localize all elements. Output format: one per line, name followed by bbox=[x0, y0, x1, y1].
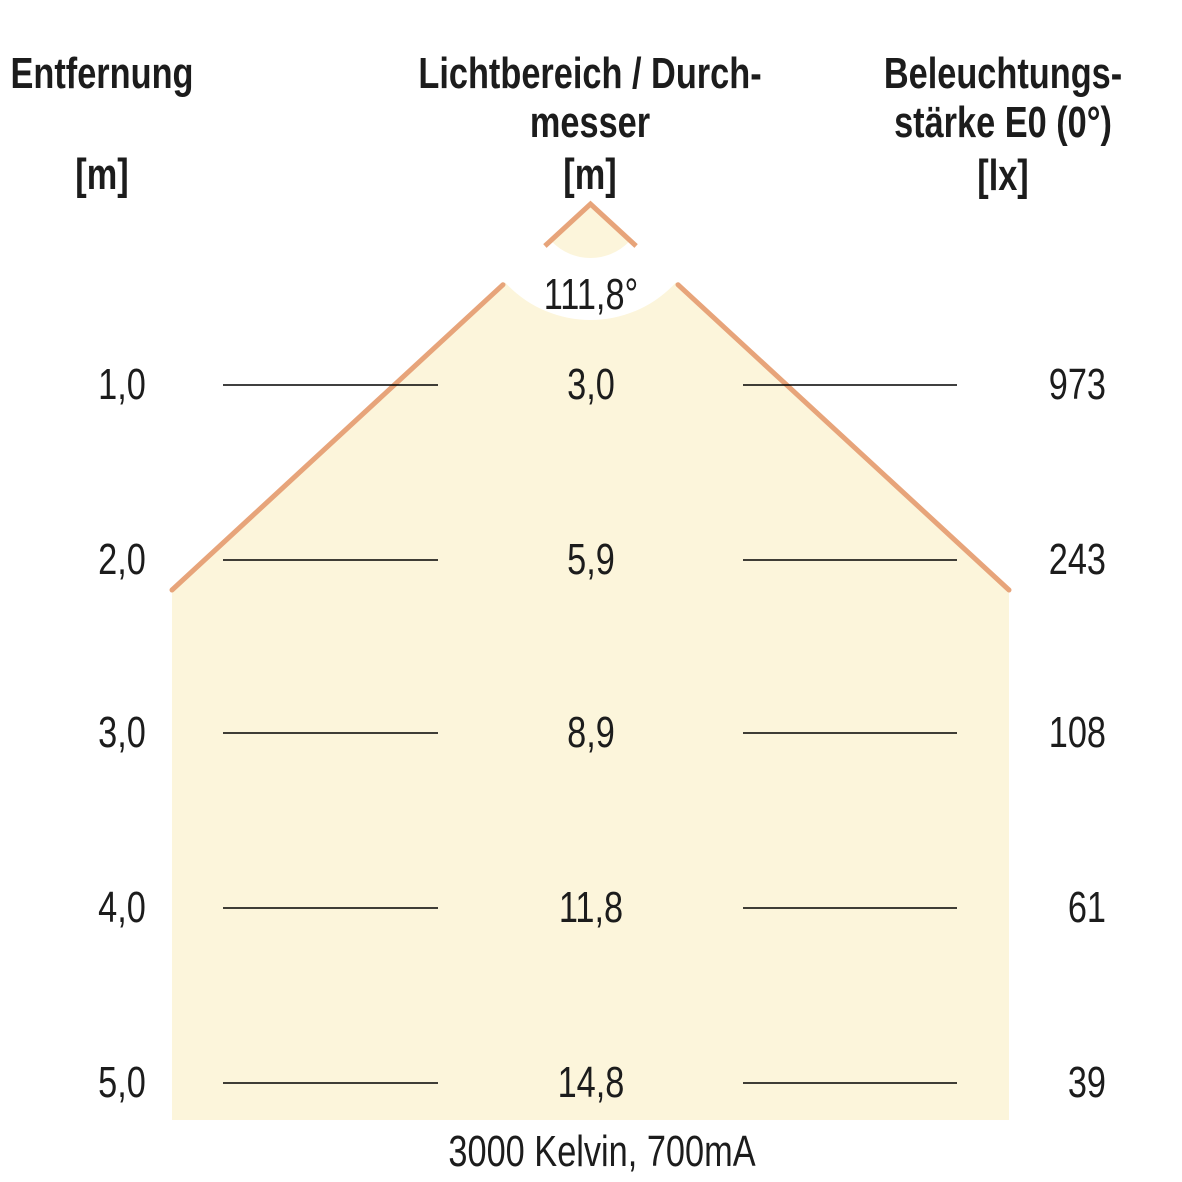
distance-value: 4,0 bbox=[98, 883, 146, 932]
apex-wedge-stroke bbox=[543, 200, 638, 248]
distance-value: 1,0 bbox=[98, 360, 146, 409]
distance-value: 3,0 bbox=[98, 708, 146, 757]
column-unit-diameter: [m] bbox=[563, 150, 617, 199]
diameter-value: 3,0 bbox=[567, 360, 615, 409]
column-header-distance: Entfernung bbox=[10, 49, 194, 98]
column-header-diameter-line2: messer bbox=[529, 98, 651, 147]
column-header-illuminance-line1: Beleuchtungs- bbox=[883, 49, 1123, 98]
illuminance-value: 243 bbox=[1048, 535, 1106, 584]
caption-kelvin-current: 3000 Kelvin, 700mA bbox=[448, 1127, 756, 1176]
cone-edge-right bbox=[675, 282, 1012, 593]
angle-label-gap-band bbox=[474, 204, 707, 320]
cone-edge-left bbox=[169, 282, 506, 593]
column-header-diameter-line1: Lichtbereich / Durch- bbox=[418, 49, 762, 98]
illuminance-value: 973 bbox=[1048, 360, 1106, 409]
distance-value: 2,0 bbox=[98, 535, 146, 584]
beam-angle-label: 111,8° bbox=[543, 270, 639, 319]
diameter-value: 5,9 bbox=[567, 535, 615, 584]
illuminance-value: 108 bbox=[1048, 708, 1106, 757]
distance-value: 5,0 bbox=[98, 1058, 146, 1107]
diameter-value: 14,8 bbox=[557, 1058, 625, 1107]
illuminance-value: 39 bbox=[1067, 1058, 1106, 1107]
column-header-illuminance-line2: stärke E0 (0°) bbox=[894, 98, 1112, 147]
cone-fill-shape bbox=[172, 204, 1009, 1120]
diameter-value: 8,9 bbox=[567, 708, 615, 757]
column-unit-illuminance: [lx] bbox=[977, 151, 1029, 200]
column-unit-distance: [m] bbox=[75, 150, 129, 199]
illuminance-value: 61 bbox=[1067, 883, 1106, 932]
diameter-value: 11,8 bbox=[558, 883, 624, 932]
